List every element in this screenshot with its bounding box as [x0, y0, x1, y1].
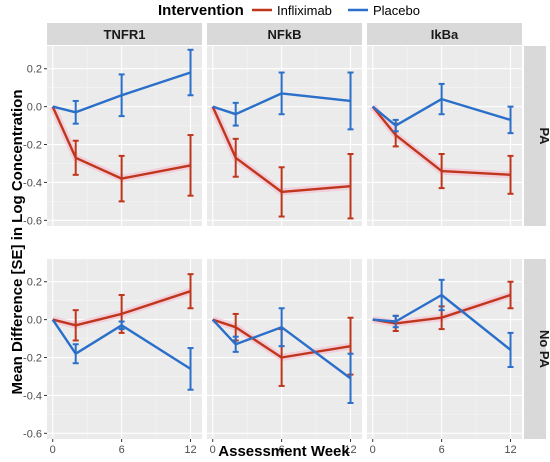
error-bar-infliximab [438, 153, 445, 190]
error-bar-placebo [72, 99, 79, 125]
y-tick-label: -0.6 [23, 215, 42, 227]
panel-background [367, 259, 522, 439]
error-bar-infliximab [347, 153, 354, 220]
error-bar-placebo [187, 347, 194, 391]
strip-bg-ikba [367, 23, 522, 45]
series-line-placebo [52, 71, 191, 114]
strip-label-tnfr1: TNFR1 [104, 27, 146, 42]
strip-bg-nfkb [207, 23, 362, 45]
series-line-placebo [371, 97, 511, 127]
error-bar-placebo [392, 314, 399, 329]
series-line-infliximab [51, 106, 191, 180]
x-axis-title: Assessment Week [218, 443, 350, 460]
facet-strips: TNFR1 NFkB IkBa PA No PA [47, 23, 550, 439]
error-bar-infliximab [72, 309, 79, 342]
chart-panels [47, 46, 522, 439]
series-line-infliximab [211, 106, 351, 194]
error-bar-placebo [347, 71, 354, 131]
error-bar-infliximab [118, 154, 125, 203]
x-tick-label: 12 [504, 444, 516, 456]
strip-label-nfkb: NFkB [268, 27, 302, 42]
error-bar-infliximab [507, 154, 514, 195]
error-bar-infliximab [187, 134, 194, 197]
error-bar-placebo [118, 320, 125, 331]
error-bar-infliximab [278, 166, 285, 218]
error-bar-placebo [278, 307, 285, 348]
x-tick-label: 0 [210, 444, 216, 456]
error-bar-placebo [232, 101, 239, 127]
panel-ikba-pa [367, 46, 522, 226]
y-tick-label: -0.2 [23, 353, 42, 365]
y-tick-label: -0.4 [23, 390, 42, 402]
y-tick-label: -0.4 [23, 177, 42, 189]
error-bar-placebo [507, 331, 514, 368]
y-tick-label: -0.2 [23, 140, 42, 152]
panel-background [367, 46, 522, 226]
y-tick-label: 0.2 [27, 277, 42, 289]
panel-ikba-no-pa [367, 259, 522, 439]
panel-background [207, 46, 362, 226]
series-line-placebo [211, 318, 352, 380]
error-bar-placebo [438, 82, 445, 116]
error-bar-infliximab [232, 137, 239, 178]
row-strip-label-pa: PA [537, 127, 550, 145]
axes: 0.2 0.0 -0.2 -0.4 -0.6 0.2 0.0 -0.2 -0.4 -0.6 0 6 12… [23, 64, 517, 456]
row-strip-label-no-pa: No PA [537, 330, 550, 369]
legend-label-placebo: Placebo [373, 3, 420, 18]
x-tick-label: 0 [50, 444, 56, 456]
error-bar-placebo [118, 73, 125, 118]
x-tick-label: 12 [184, 444, 196, 456]
x-tick-label: 6 [279, 444, 285, 456]
series-line-placebo [51, 318, 192, 370]
row-strip-bg-no-pa [524, 259, 546, 439]
y-tick-label: 0.0 [27, 315, 42, 327]
y-tick-label: 0.0 [27, 102, 42, 114]
panel-background [47, 46, 202, 226]
error-bar-placebo [438, 278, 445, 312]
x-tick-label: 6 [119, 444, 125, 456]
error-bar-placebo [507, 105, 514, 135]
error-bar-placebo [232, 335, 239, 353]
legend-label-infliximab: Infliximab [277, 3, 332, 18]
error-bar-placebo [187, 48, 194, 97]
x-tick-label: 12 [344, 444, 356, 456]
panel-background [47, 259, 202, 439]
panel-tnfr1-pa [47, 46, 202, 226]
series-line-infliximab [371, 105, 511, 176]
y-axis-title: Mean Difference [SE] in Log Concentratio… [9, 89, 26, 394]
error-bar-infliximab [187, 273, 194, 310]
row-strip-bg-pa [524, 46, 546, 226]
y-tick-label: 0.2 [27, 64, 42, 76]
error-bar-placebo [72, 343, 79, 365]
error-bar-placebo [347, 352, 354, 404]
series-line-infliximab [52, 290, 191, 327]
series-line-placebo [372, 293, 512, 351]
error-bar-placebo [392, 118, 399, 133]
strip-bg-tnfr1 [47, 23, 202, 45]
x-tick-label: 6 [439, 444, 445, 456]
y-tick-label: -0.6 [23, 428, 42, 440]
strip-label-ikba: IkBa [431, 27, 459, 42]
panel-nfkb-no-pa [207, 259, 362, 439]
error-bar-infliximab [72, 139, 79, 176]
error-bar-infliximab [507, 280, 514, 310]
x-tick-label: 0 [370, 444, 376, 456]
series-line-placebo [212, 92, 351, 116]
panel-tnfr1-no-pa [47, 259, 202, 439]
error-bar-placebo [278, 71, 285, 116]
legend-title: Intervention [158, 2, 244, 19]
panel-nfkb-pa [207, 46, 362, 226]
legend: Intervention Infliximab Placebo [158, 2, 420, 19]
